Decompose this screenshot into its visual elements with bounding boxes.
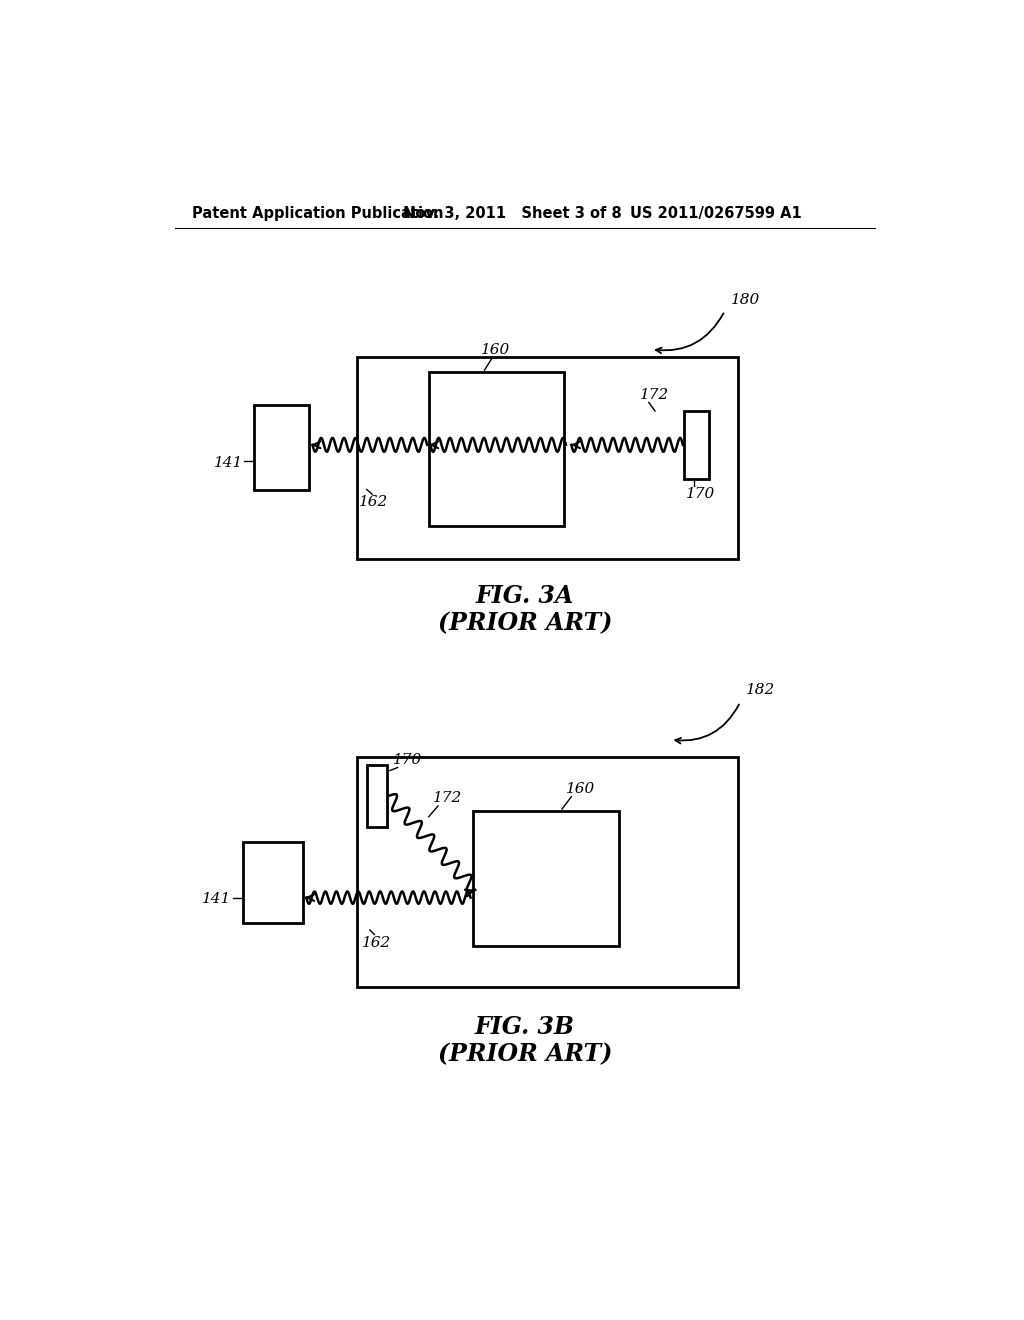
- Bar: [367, 766, 387, 826]
- Bar: [254, 405, 309, 490]
- Bar: [243, 842, 303, 923]
- Text: 162: 162: [362, 936, 391, 950]
- Bar: [356, 758, 738, 987]
- Text: (PRIOR ART): (PRIOR ART): [437, 611, 612, 635]
- Text: 172: 172: [432, 791, 462, 805]
- Bar: [473, 812, 618, 946]
- Text: 160: 160: [480, 343, 510, 358]
- Text: 170: 170: [393, 752, 422, 767]
- Bar: [429, 372, 564, 527]
- Text: Patent Application Publication: Patent Application Publication: [191, 206, 443, 222]
- Text: 160: 160: [566, 781, 595, 796]
- Text: FIG. 3A: FIG. 3A: [475, 583, 574, 607]
- Text: 141: 141: [213, 455, 243, 470]
- Text: FIG. 3B: FIG. 3B: [475, 1015, 574, 1039]
- Text: US 2011/0267599 A1: US 2011/0267599 A1: [630, 206, 802, 222]
- Text: Nov. 3, 2011   Sheet 3 of 8: Nov. 3, 2011 Sheet 3 of 8: [403, 206, 622, 222]
- Text: 141: 141: [202, 892, 231, 906]
- Text: 162: 162: [359, 495, 388, 510]
- Text: 172: 172: [640, 388, 669, 401]
- Text: 180: 180: [731, 293, 760, 308]
- Text: (PRIOR ART): (PRIOR ART): [437, 1043, 612, 1067]
- Text: 170: 170: [686, 487, 715, 502]
- Bar: [684, 411, 710, 479]
- Bar: [356, 358, 738, 558]
- Text: 182: 182: [745, 684, 775, 697]
